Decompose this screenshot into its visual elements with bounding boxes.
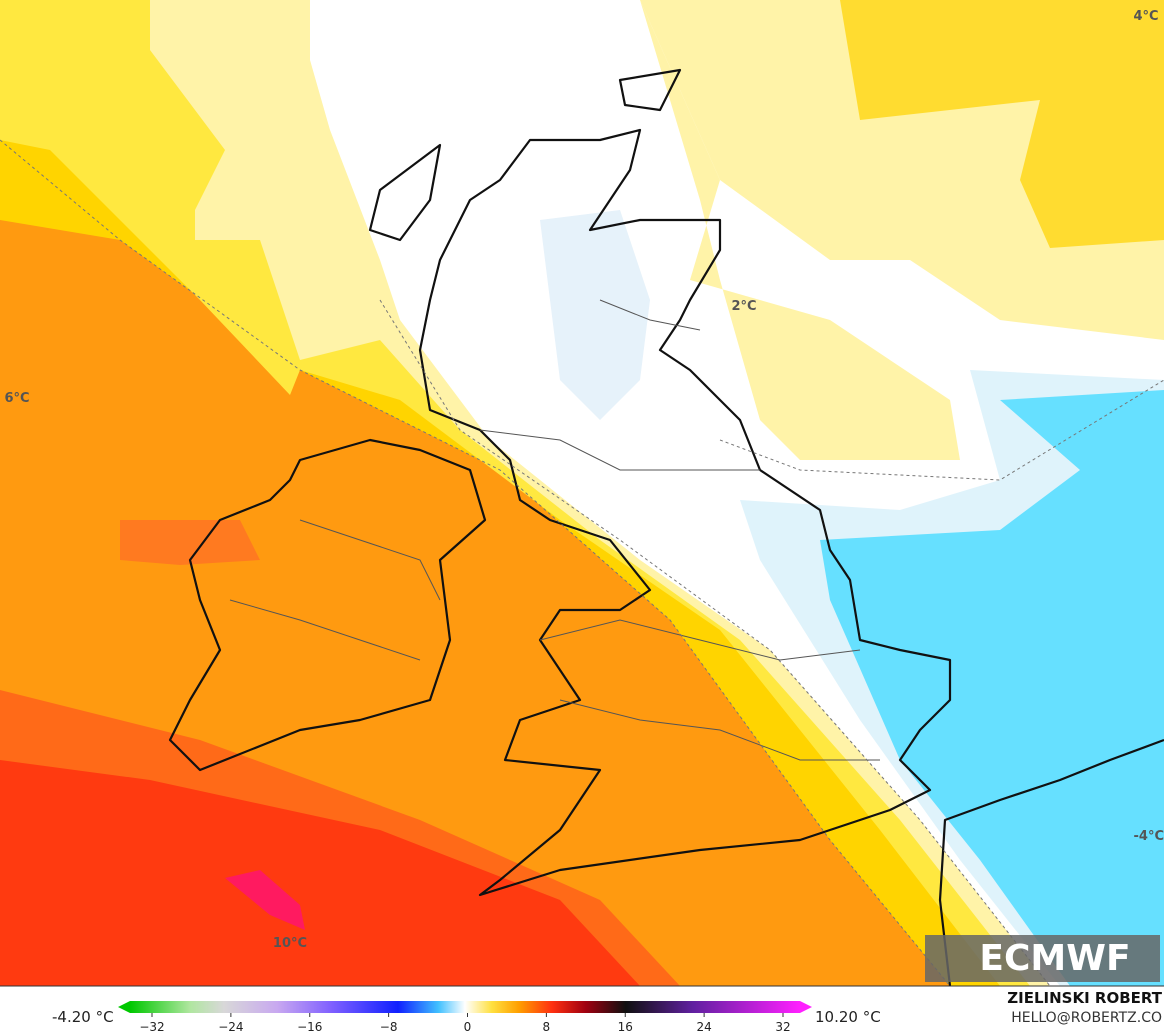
- logo-box: [925, 935, 1160, 982]
- field-blue: [820, 390, 1164, 986]
- map: ECMWF: [0, 0, 1164, 986]
- logo: ECMWF: [979, 938, 1130, 979]
- colorbar-tick-label: −24: [218, 1020, 243, 1034]
- colorbar-max-arrow: [800, 1001, 812, 1013]
- map-label: -4°C: [1134, 829, 1164, 844]
- field-pink: [225, 870, 305, 930]
- map-label: 6°C: [4, 391, 29, 406]
- colorbar-ticks: −32 −24 −16 −8 0 8 16 24 32: [139, 1013, 791, 1034]
- colorbar: [130, 1001, 800, 1013]
- field-warm-yellow: [840, 0, 1164, 248]
- map-labels: 4°C 2°C 6°C 10°C -4°C: [4, 9, 1164, 951]
- great-britain: [418, 128, 952, 897]
- isotherms: [0, 139, 1164, 986]
- colorbar-tick-label: −16: [297, 1020, 322, 1034]
- field-patch: [120, 520, 260, 565]
- map-label: 10°C: [273, 936, 307, 951]
- colorbar-tick-label: 24: [696, 1020, 711, 1034]
- credit-name: ZIELINSKI ROBERT: [1007, 989, 1162, 1007]
- colorbar-tick-label: −8: [380, 1020, 398, 1034]
- continent: [938, 738, 1164, 986]
- colorbar-min-arrow: [118, 1001, 130, 1013]
- credit-email: HELLO@ROBERTZ.CO: [1011, 1010, 1162, 1026]
- colorbar-tick-label: 8: [543, 1020, 551, 1034]
- field-pale-yellow-2: [640, 0, 960, 460]
- ireland: [168, 438, 487, 772]
- outer-hebrides: [368, 143, 442, 242]
- orkney: [618, 68, 682, 112]
- borders: [229, 299, 880, 761]
- colorbar-tick-label: 32: [775, 1020, 790, 1034]
- map-label: 4°C: [1133, 9, 1158, 24]
- colorbar-max-label: 10.20 °C: [815, 1008, 881, 1026]
- colorbar-tick-label: −32: [139, 1020, 164, 1034]
- map-label: 2°C: [731, 299, 756, 314]
- colorbar-min-label: -4.20 °C: [52, 1008, 114, 1026]
- colorbar-tick-label: 16: [618, 1020, 633, 1034]
- field-ice: [540, 210, 650, 420]
- coastlines: [168, 68, 1164, 986]
- field-red: [0, 760, 640, 986]
- colorbar-tick-label: 0: [464, 1020, 472, 1034]
